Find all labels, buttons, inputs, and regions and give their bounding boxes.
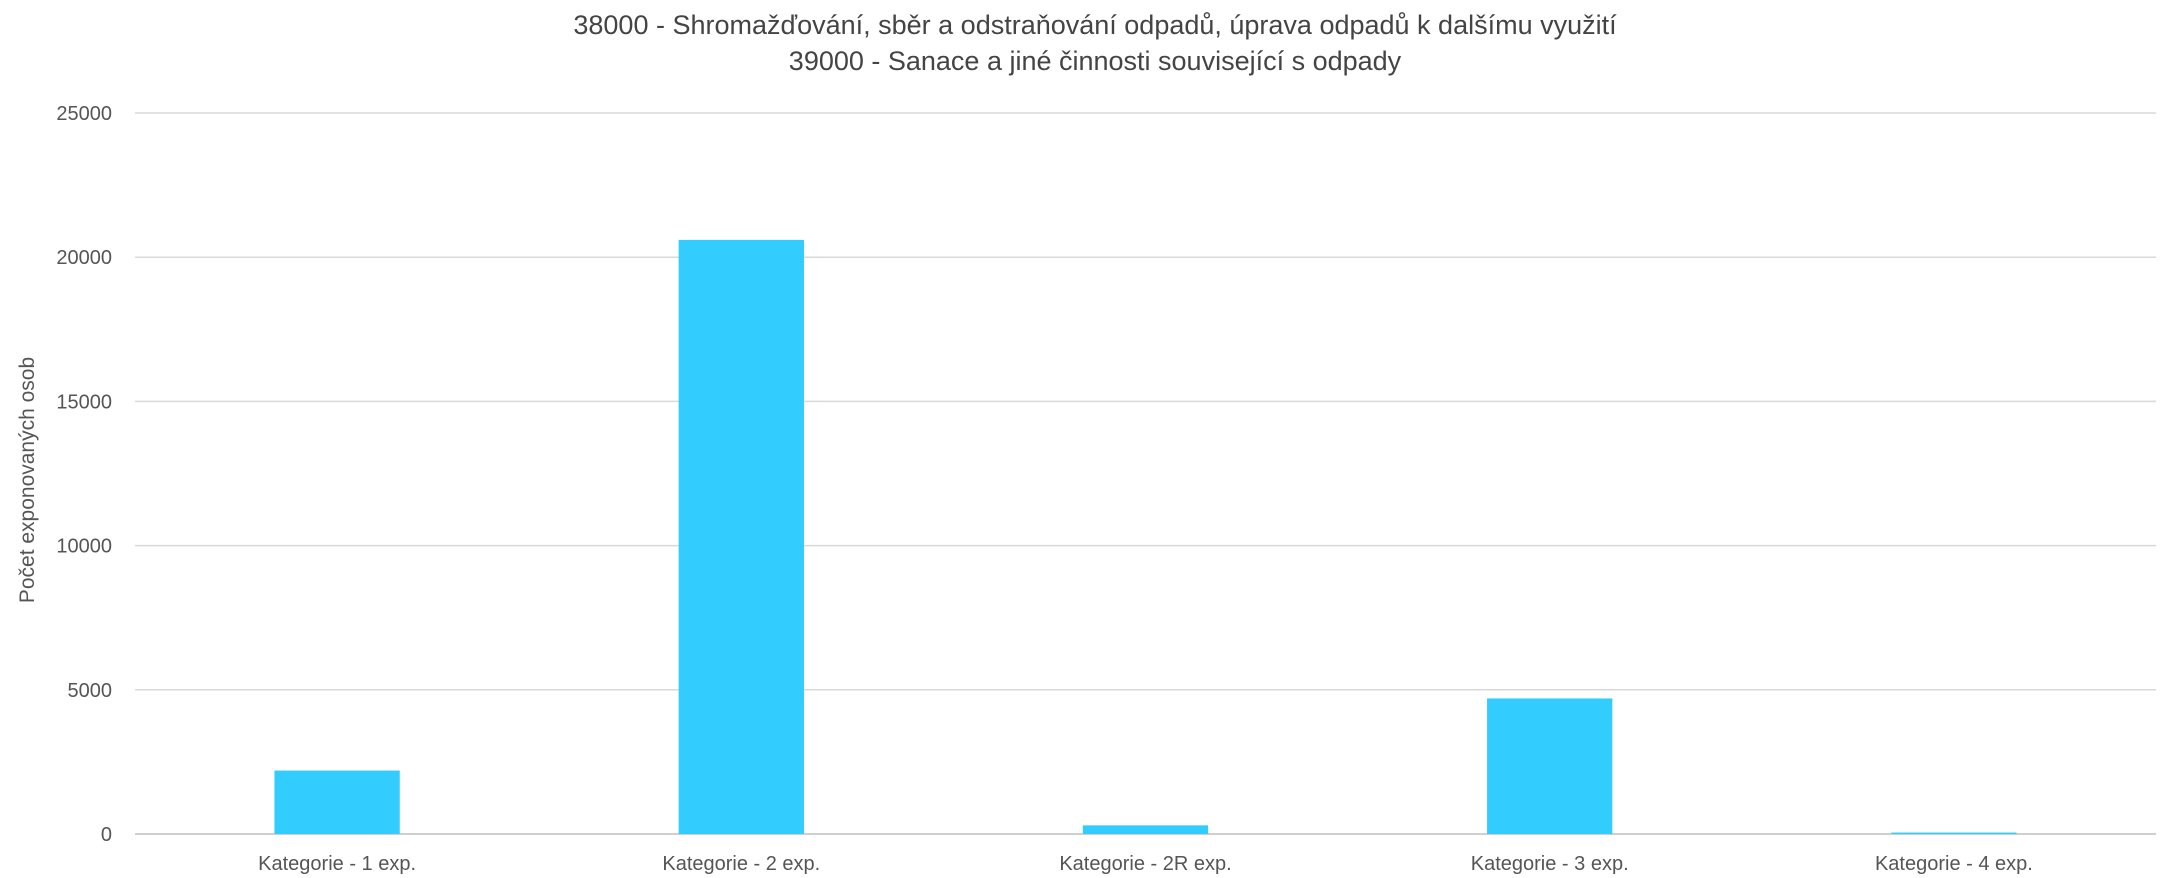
- x-tick-label: Kategorie - 4 exp.: [1875, 853, 2033, 875]
- y-axis-title: Počet exponovaných osob: [16, 357, 39, 603]
- bar: [678, 239, 804, 834]
- bar: [1082, 825, 1209, 834]
- y-tick-label: 25000: [56, 103, 112, 125]
- bar: [1487, 698, 1613, 834]
- chart-title: 38000 - Shromažďování, sběr a odstraňová…: [573, 10, 1617, 76]
- bar: [274, 770, 400, 834]
- bars: [274, 239, 2017, 834]
- x-tick-label: Kategorie - 1 exp.: [258, 853, 416, 875]
- x-tick-label: Kategorie - 2R exp.: [1059, 853, 1231, 875]
- chart-title-line-1: 38000 - Shromažďování, sběr a odstraňová…: [573, 10, 1617, 40]
- y-tick-label: 10000: [56, 536, 112, 558]
- y-tick-label: 5000: [68, 680, 113, 702]
- bar: [1891, 832, 2017, 834]
- x-tick-label: Kategorie - 3 exp.: [1471, 853, 1629, 875]
- y-axis-tick-labels: 0 5000 10000 15000 20000 25000: [56, 103, 112, 846]
- y-tick-label: 15000: [56, 391, 112, 413]
- chart-title-line-2: 39000 - Sanace a jiné činnosti souvisejí…: [789, 46, 1402, 76]
- gridlines: [135, 112, 2156, 691]
- x-tick-label: Kategorie - 2 exp.: [662, 853, 820, 875]
- x-axis-tick-labels: Kategorie - 1 exp. Kategorie - 2 exp. Kate…: [258, 853, 2033, 875]
- y-tick-label: 20000: [56, 247, 112, 269]
- y-tick-label: 0: [101, 824, 112, 846]
